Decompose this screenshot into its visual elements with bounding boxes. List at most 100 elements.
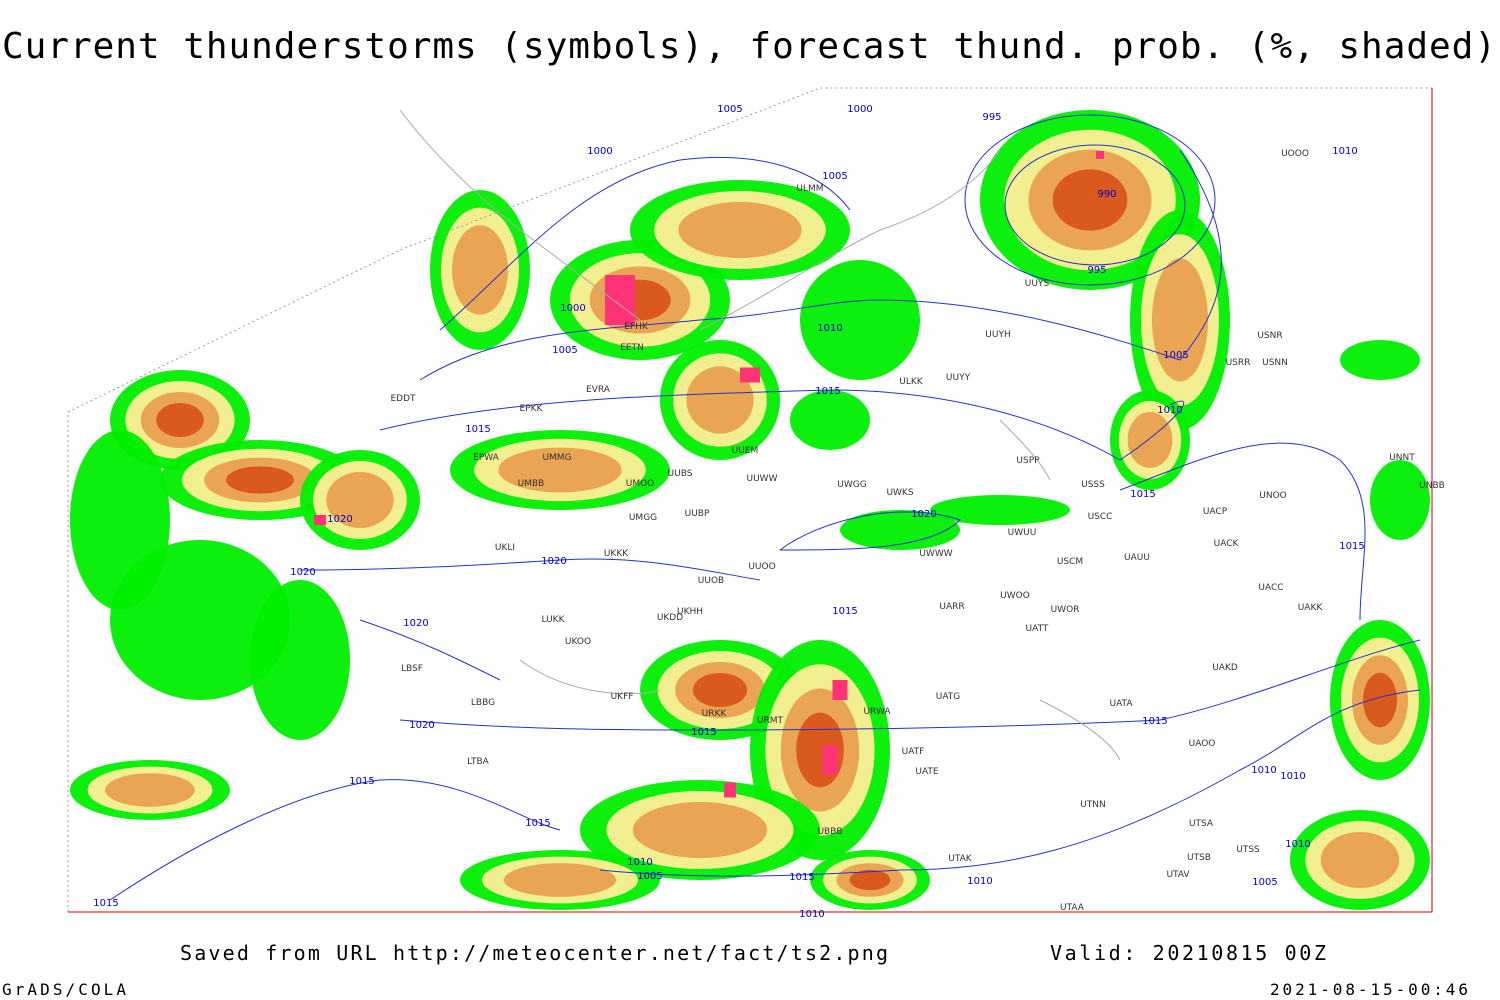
isobar-label: 1005	[552, 345, 577, 356]
thunderstorm-symbols	[832, 680, 848, 700]
station-label: UATT	[1026, 624, 1049, 634]
probability-area	[452, 225, 508, 315]
station-label: ULKK	[899, 377, 924, 387]
station-label: EDDT	[390, 394, 416, 404]
probability-area	[686, 366, 754, 434]
isobar-label: 1005	[717, 104, 742, 115]
isobar-label: 1015	[1130, 489, 1155, 500]
isobar-label: 1000	[587, 146, 612, 157]
isobar-label: 1000	[560, 303, 585, 314]
isobar-label: 1010	[1285, 839, 1310, 850]
title: Current thunderstorms (symbols), forecas…	[2, 26, 1496, 67]
isobar-label: 1015	[465, 424, 490, 435]
probability-area	[1340, 340, 1420, 380]
isobar-label: 1015	[525, 818, 550, 829]
map-labels: 1005 1000 1000 1005 995 1010 990 995 1000 1005 101…	[93, 104, 1445, 920]
thunderstorm-symbols	[822, 745, 838, 775]
isobar-label: 1010	[1332, 146, 1357, 157]
probability-area	[156, 403, 204, 437]
station-label: EETN	[620, 343, 644, 353]
station-label: UUYS	[1025, 279, 1050, 289]
probability-area	[790, 390, 870, 450]
probability-area	[250, 580, 350, 740]
probability-area	[632, 802, 768, 858]
station-label: UAOO	[1189, 739, 1216, 749]
isobar-label: 1005	[637, 871, 662, 882]
station-label: UUYY	[946, 373, 971, 383]
isobar-label: 1010	[627, 857, 652, 868]
station-label: UKKK	[604, 549, 629, 559]
station-label: UTNN	[1080, 800, 1106, 810]
station-label: UTSS	[1236, 845, 1260, 855]
station-label: UATE	[915, 767, 939, 777]
station-label: UMBB	[518, 479, 545, 489]
station-label: UKLI	[495, 543, 515, 553]
station-label: UTSB	[1187, 853, 1211, 863]
isobar-label: 1010	[799, 909, 824, 920]
probability-area	[849, 869, 891, 891]
station-label: UUOB	[698, 576, 724, 586]
isobar-label: 1010	[1280, 771, 1305, 782]
isobar-label: 1020	[290, 567, 315, 578]
station-label: UMMG	[542, 453, 571, 463]
station-label: UAKK	[1298, 603, 1324, 613]
station-label: UUBP	[685, 509, 710, 519]
station-label: UWUU	[1008, 528, 1037, 538]
station-label: UUBS	[668, 469, 693, 479]
station-label: UWGG	[837, 480, 866, 490]
station-label: UTAV	[1166, 870, 1190, 880]
probability-area	[1320, 832, 1400, 888]
station-label: UKFF	[611, 692, 634, 702]
station-label: URMT	[757, 716, 784, 726]
isobar-label: 1015	[691, 727, 716, 738]
station-label: USPP	[1016, 456, 1040, 466]
probability-area	[840, 510, 960, 550]
station-label: UWKS	[886, 488, 913, 498]
station-label: UARR	[939, 602, 964, 612]
station-label: UNBB	[1419, 481, 1445, 491]
isobar-label: 1010	[1157, 405, 1182, 416]
station-label: UOOO	[1281, 149, 1309, 159]
isobar-label: 1020	[541, 556, 566, 567]
station-label: UACC	[1258, 583, 1283, 593]
probability-area	[1052, 169, 1128, 231]
station-label: UUOO	[748, 562, 775, 572]
station-label: UTAK	[948, 854, 973, 864]
station-label: EVRA	[586, 385, 611, 395]
station-label: UAUU	[1124, 553, 1150, 563]
isobar-label: 1015	[1339, 541, 1364, 552]
station-label: USRR	[1226, 358, 1251, 368]
station-label: LBBG	[471, 698, 495, 708]
station-label: LTBA	[467, 757, 489, 767]
isobar-label: 1010	[1251, 765, 1276, 776]
probability-area	[105, 773, 195, 807]
isobar-label: 1020	[911, 509, 936, 520]
isobars	[109, 114, 1421, 901]
isobar-label: 1020	[409, 720, 434, 731]
probability-shading	[70, 110, 1430, 910]
station-label: UNOO	[1259, 491, 1287, 501]
probability-area	[800, 260, 920, 380]
station-label: UWWW	[919, 549, 952, 559]
isobar-label: 1000	[847, 104, 872, 115]
station-label: UACP	[1203, 507, 1228, 517]
station-label: UWOO	[1000, 591, 1030, 601]
station-label: LBSF	[401, 664, 423, 674]
probability-area	[1152, 258, 1208, 382]
isobar-label: 1005	[822, 171, 847, 182]
station-label: UUWW	[747, 474, 778, 484]
station-label: USNN	[1262, 358, 1288, 368]
isobar-label: 990	[1097, 189, 1116, 200]
station-label: UNNT	[1389, 453, 1415, 463]
thunderstorm-symbols	[314, 515, 326, 525]
probability-area	[498, 447, 622, 493]
station-label: UBBB	[817, 827, 842, 837]
station-label: USCC	[1088, 512, 1113, 522]
isobar-label: 995	[1087, 265, 1106, 276]
station-label: EFHK	[624, 322, 649, 332]
station-label: EPWA	[473, 453, 500, 463]
station-label: UUYH	[985, 330, 1010, 340]
valid-time: Valid: 20210815 00Z	[1050, 941, 1326, 965]
station-label: UTAA	[1060, 903, 1085, 913]
